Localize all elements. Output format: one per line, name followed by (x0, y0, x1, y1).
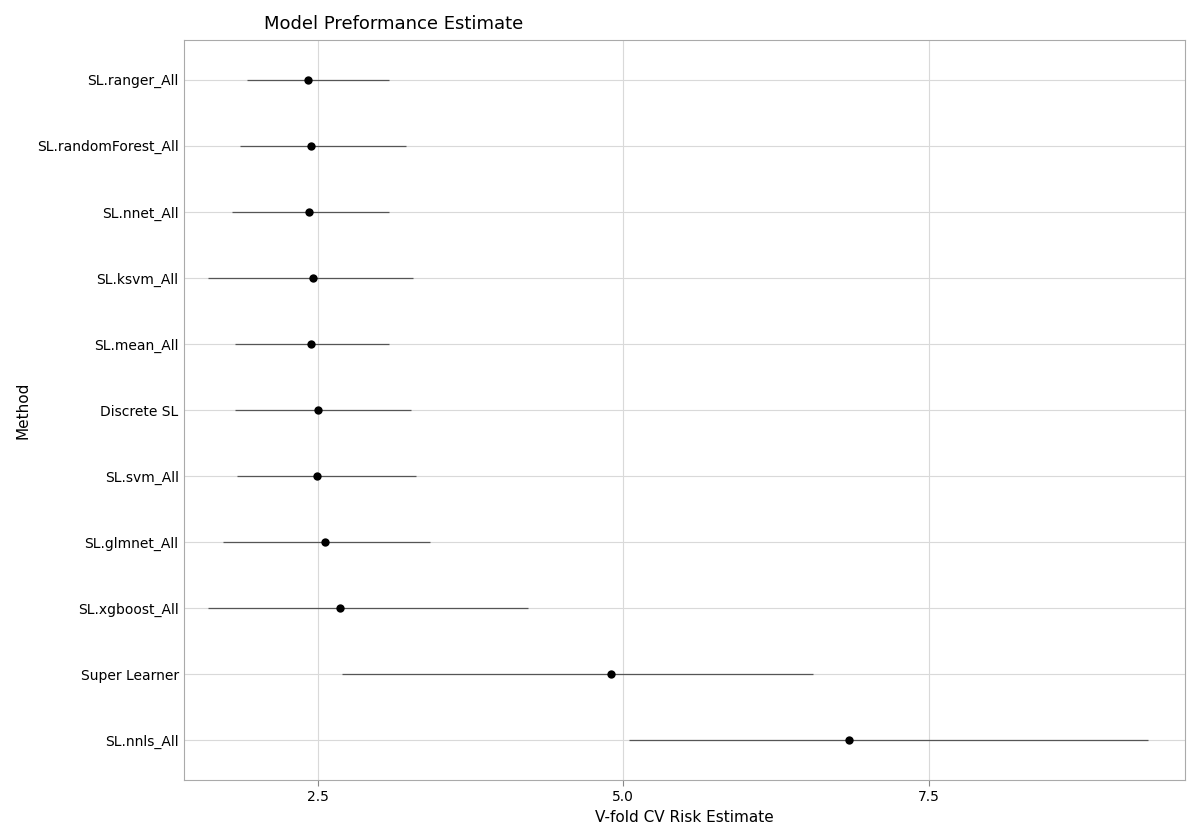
X-axis label: V-fold CV Risk Estimate: V-fold CV Risk Estimate (595, 810, 774, 825)
Y-axis label: Method: Method (16, 381, 30, 438)
Text: Model Preformance Estimate: Model Preformance Estimate (264, 15, 523, 33)
